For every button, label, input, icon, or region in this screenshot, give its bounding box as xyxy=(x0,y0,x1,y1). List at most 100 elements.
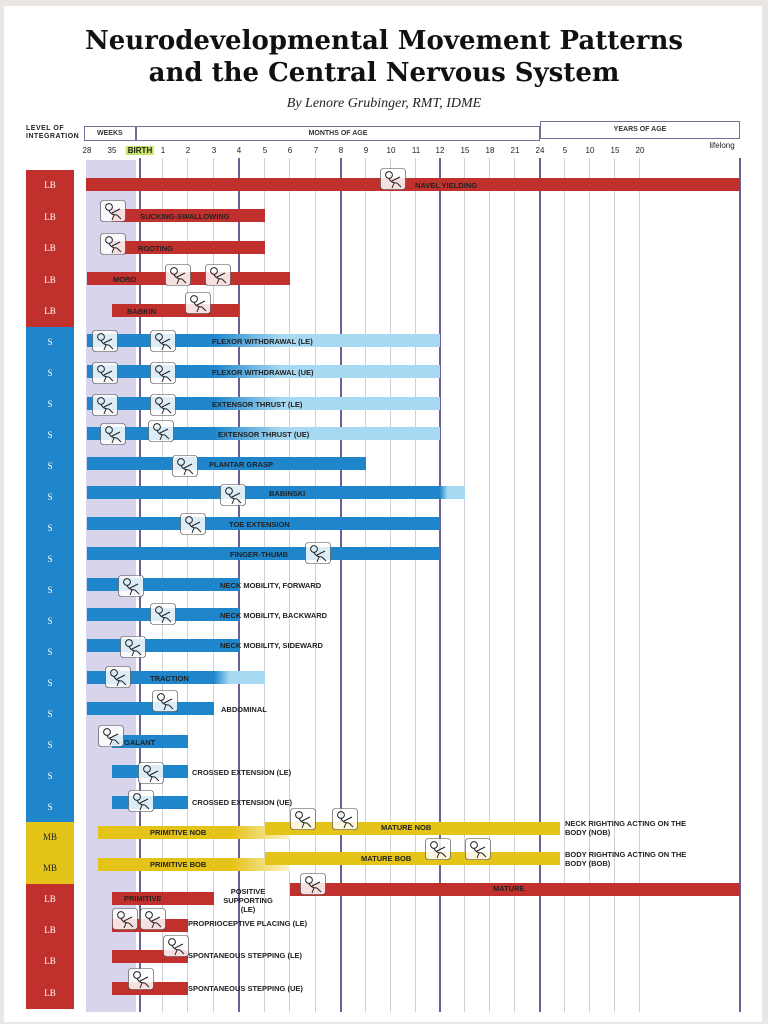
gridline xyxy=(539,158,541,1012)
row-label: NECK MOBILITY, BACKWARD xyxy=(220,611,328,620)
level-badge: S xyxy=(26,420,74,451)
level-badge: MB xyxy=(26,853,74,884)
bar-extensor-thrust-le--1 xyxy=(214,397,440,410)
row-label: PRIMITIVE BOB xyxy=(150,860,207,869)
level-badge: MB xyxy=(26,822,74,853)
x-tick-label: lifelong xyxy=(709,141,735,150)
gridline xyxy=(264,158,265,1012)
row-label: CROSSED EXTENSION (LE) xyxy=(192,768,292,777)
row-label: NAVEL YIELDING xyxy=(415,181,478,190)
level-of-integration-header: LEVEL OF INTEGRATION xyxy=(26,125,80,140)
row-label: POSITIVE SUPPORTING (LE) xyxy=(223,887,273,914)
gridline xyxy=(390,158,391,1012)
years-of-age-header: YEARS OF AGE xyxy=(540,121,740,139)
infant-figure-icon xyxy=(332,808,358,830)
level-badge: LB xyxy=(26,170,74,201)
infant-figure-icon xyxy=(118,575,144,597)
bar-plantar-grasp-0 xyxy=(87,457,366,470)
infant-figure-icon xyxy=(105,666,131,688)
infant-figure-icon xyxy=(425,838,451,860)
bar-extensor-thrust-ue--1 xyxy=(214,427,440,440)
row-label: PLANTAR GRASP xyxy=(209,460,274,469)
x-tick-label: 24 xyxy=(535,146,545,155)
gridline xyxy=(589,158,590,1012)
bar-abdominal-0 xyxy=(87,702,214,715)
gridline xyxy=(639,158,640,1012)
infant-figure-icon xyxy=(140,908,166,930)
x-tick-label: 5 xyxy=(562,146,568,155)
row-label: SUCKING-SWALLOWING xyxy=(140,212,230,221)
bar-primitive-0 xyxy=(112,892,214,905)
infant-figure-icon xyxy=(180,513,206,535)
infant-figure-icon xyxy=(128,968,154,990)
row-label: TRACTION xyxy=(150,674,189,683)
row-label: FLEXOR WITHDRAWAL (LE) xyxy=(212,337,313,346)
bar-primitive-bob-0 xyxy=(98,858,290,871)
months-of-age-header: MONTHS OF AGE xyxy=(136,126,540,141)
infant-figure-icon xyxy=(138,762,164,784)
level-badge: LB xyxy=(26,233,74,264)
infant-figure-icon xyxy=(465,838,491,860)
x-tick-label: 6 xyxy=(287,146,293,155)
gridline xyxy=(289,158,290,1012)
row-label: EXTENSOR THRUST (UE) xyxy=(218,430,310,439)
bar-rooting-0 xyxy=(112,241,265,254)
bar-toe-extension-0 xyxy=(87,517,440,530)
row-label: BABKIN xyxy=(127,307,157,316)
infant-figure-icon xyxy=(128,790,154,812)
level-badge: LB xyxy=(26,296,74,327)
x-tick-label: 5 xyxy=(262,146,268,155)
bar-flexor-withdrawal-ue--1 xyxy=(214,365,440,378)
level-badge: S xyxy=(26,637,74,668)
infant-figure-icon xyxy=(290,808,316,830)
gridline xyxy=(340,158,342,1012)
x-tick-label: 8 xyxy=(338,146,344,155)
byline: By Lenore Grubinger, RMT, IDME xyxy=(286,96,482,111)
gridline xyxy=(415,158,416,1012)
x-tick-label: 35 xyxy=(107,146,117,155)
x-tick-label: 18 xyxy=(485,146,495,155)
level-badge: S xyxy=(26,730,74,761)
bar-primitive-nob-0 xyxy=(98,826,290,839)
row-label: TOE EXTENSION xyxy=(229,520,290,529)
row-label: CROSSED EXTENSION (UE) xyxy=(192,798,293,807)
infant-figure-icon xyxy=(152,690,178,712)
level-badge: S xyxy=(26,575,74,606)
row-label: MATURE NOB xyxy=(381,823,432,832)
gridline xyxy=(739,158,741,1012)
gridline xyxy=(614,158,615,1012)
level-badge: S xyxy=(26,606,74,637)
row-label: ROOTING xyxy=(138,244,173,253)
x-tick-label: 12 xyxy=(435,146,445,155)
infant-figure-icon xyxy=(165,264,191,286)
infant-figure-icon xyxy=(150,394,176,416)
bar-mature-0 xyxy=(290,883,740,896)
row-label: MATURE xyxy=(493,884,525,893)
x-tick-label: 15 xyxy=(460,146,470,155)
gridline xyxy=(365,158,366,1012)
infant-figure-icon xyxy=(92,362,118,384)
infant-figure-icon xyxy=(172,455,198,477)
x-tick-label: 2 xyxy=(185,146,191,155)
gridline xyxy=(489,158,490,1012)
x-tick-label: 9 xyxy=(363,146,369,155)
x-tick-label: BIRTH xyxy=(125,146,155,155)
row-label: FLEXOR WITHDRAWAL (UE) xyxy=(212,368,314,377)
row-label: MATURE BOB xyxy=(361,854,412,863)
row-label: EXTENSOR THRUST (LE) xyxy=(212,400,303,409)
level-badge: S xyxy=(26,668,74,699)
x-tick-label: 21 xyxy=(510,146,520,155)
gridline xyxy=(315,158,316,1012)
bar-mature-bob-0 xyxy=(265,852,560,865)
row-label: MORO xyxy=(113,275,137,284)
row-label: GALANT xyxy=(124,738,156,747)
row-label: SPONTANEOUS STEPPING (LE) xyxy=(188,951,303,960)
infant-figure-icon xyxy=(92,394,118,416)
x-tick-label: 28 xyxy=(82,146,92,155)
x-tick-label: 10 xyxy=(585,146,595,155)
row-label: NECK MOBILITY, SIDEWARD xyxy=(220,641,323,650)
x-tick-label: 15 xyxy=(610,146,620,155)
x-tick-label: 4 xyxy=(236,146,242,155)
gridline xyxy=(514,158,515,1012)
level-badge: S xyxy=(26,327,74,358)
